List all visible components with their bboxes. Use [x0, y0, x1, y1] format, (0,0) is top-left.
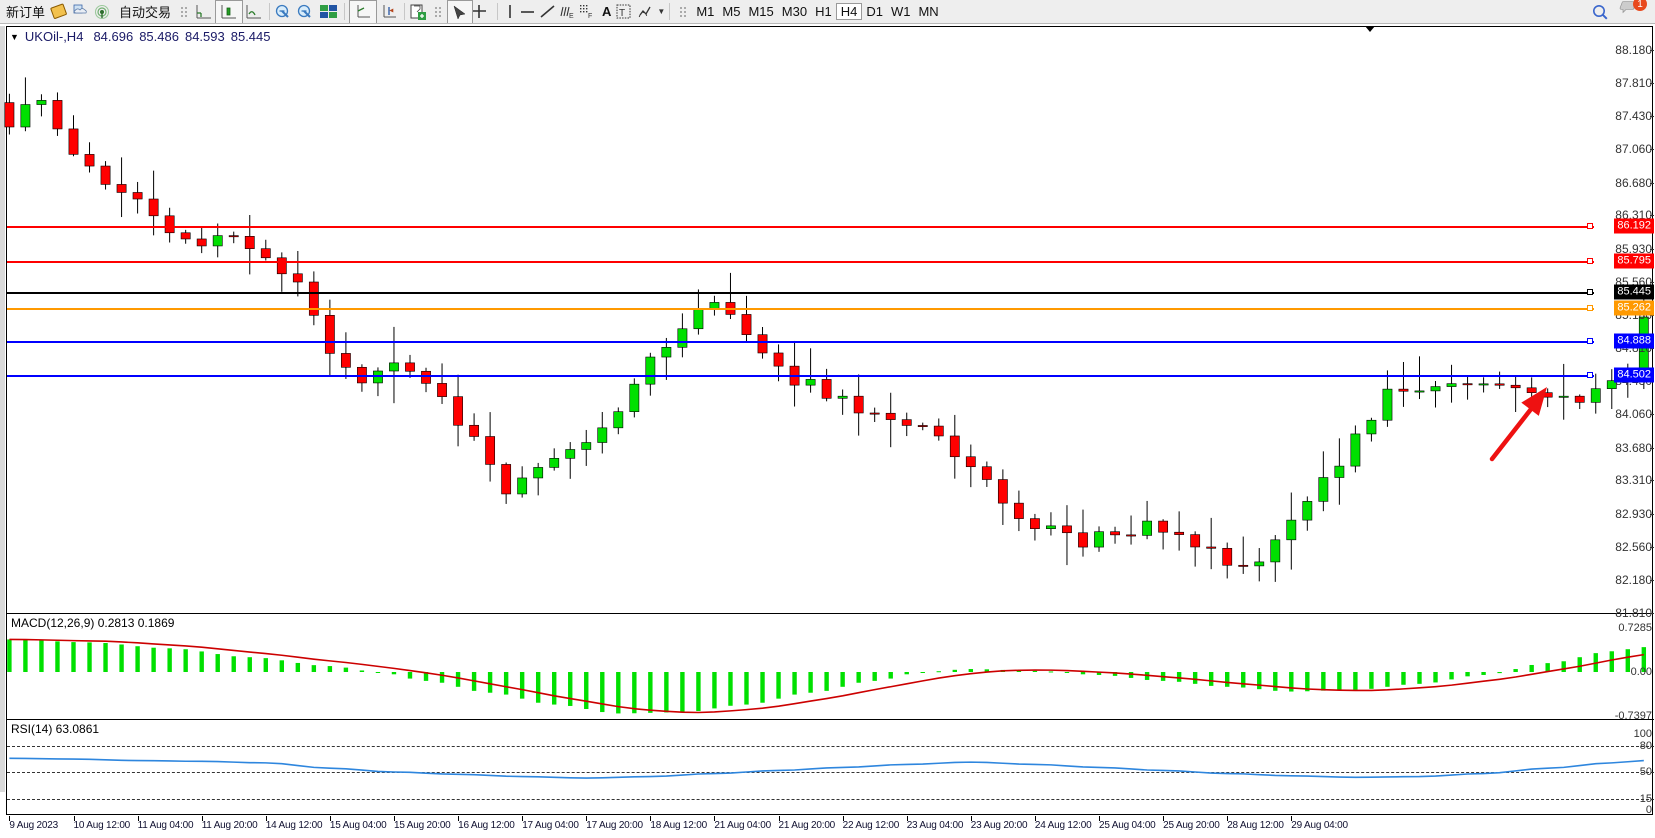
svg-text:E: E — [569, 13, 574, 20]
svg-text:T: T — [619, 8, 625, 19]
svg-text:F: F — [588, 13, 592, 20]
